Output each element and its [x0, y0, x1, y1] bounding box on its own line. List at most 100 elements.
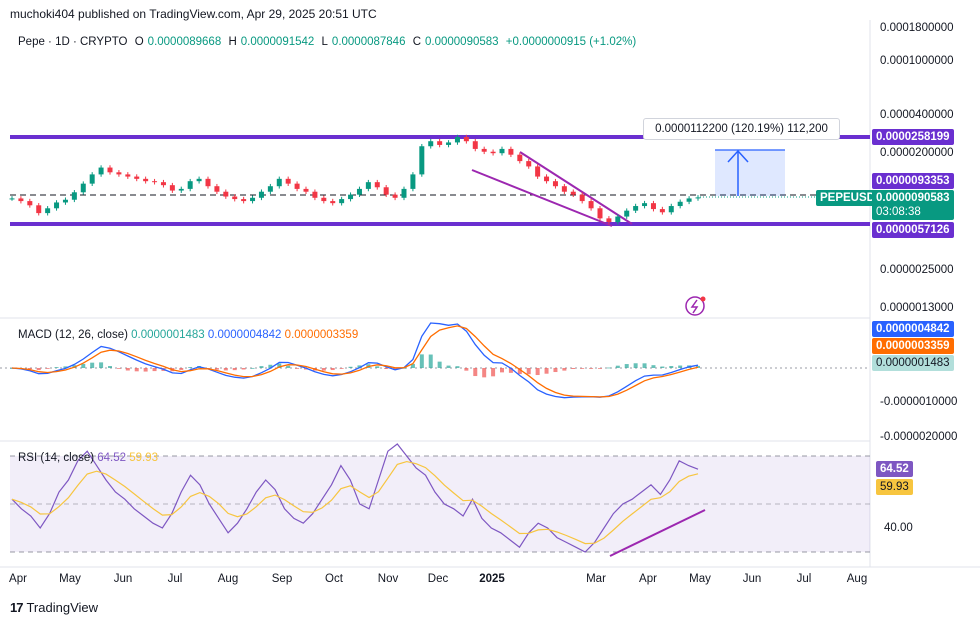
- time-tick: Aug: [847, 573, 867, 585]
- candle-body: [535, 166, 541, 177]
- macd-hist-bar: [696, 365, 700, 368]
- candle-body: [561, 186, 567, 192]
- time-axis[interactable]: Apr May Jun Jul Aug Sep Oct Nov Dec 2025 Mar Apr May…: [9, 573, 867, 585]
- macd-hist-bar: [606, 367, 611, 369]
- candle-body: [276, 178, 282, 187]
- candle-body: [107, 167, 113, 173]
- candle-body: [463, 137, 469, 142]
- macd-hist-bar: [651, 365, 656, 368]
- candle-body: [9, 198, 15, 200]
- price-tick: 0.0000013000: [880, 302, 954, 314]
- macd-hist-bar: [250, 367, 255, 369]
- macd-hist-bar: [81, 363, 86, 368]
- macd-hist-bar: [179, 368, 184, 370]
- rsi-divergence-line[interactable]: [609, 509, 706, 557]
- candle-body: [517, 154, 523, 162]
- macd-hist-bar: [562, 368, 567, 371]
- macd-hist-bar: [143, 368, 148, 372]
- tradingview-logo[interactable]: 17 TradingView: [10, 600, 98, 615]
- symbol-legend: Pepe · 1D · CRYPTO O 0.0000089668 H 0.0000…: [18, 36, 640, 48]
- rsi-ma-line: [11, 460, 699, 545]
- macd-hist-bar: [535, 368, 540, 376]
- rsi-legend: RSI (14, close) 64.52 59.93: [18, 452, 158, 464]
- macd-hist-bar: [375, 366, 380, 368]
- candle-body: [169, 185, 175, 191]
- candle-body: [365, 182, 371, 189]
- close-value: 0.0000090583: [425, 36, 499, 48]
- brand-text: TradingView: [26, 600, 99, 615]
- candle-body: [125, 174, 131, 177]
- time-tick: Oct: [325, 573, 344, 585]
- macd-hist-bar: [428, 354, 433, 368]
- rsi-title[interactable]: RSI (14, close): [18, 452, 95, 464]
- projection-box[interactable]: [715, 150, 785, 196]
- candle-body: [686, 198, 692, 202]
- publisher-header: muchoki404 published on TradingView.com,…: [10, 7, 377, 21]
- macd-hist-bar: [517, 368, 522, 375]
- time-tick: Sep: [272, 573, 292, 585]
- wedge-lower-line[interactable]: [471, 169, 613, 227]
- candle-body: [250, 197, 256, 202]
- macd-hist-bar: [437, 361, 442, 368]
- low-value: 0.0000087846: [331, 36, 406, 48]
- macd-hist-bar: [624, 364, 629, 368]
- candle-body: [588, 201, 594, 209]
- signal-tag: 0.0000003359: [872, 338, 954, 354]
- macd-hist-bar: [116, 368, 121, 369]
- alert-icon[interactable]: [685, 296, 705, 316]
- candle-body: [624, 210, 630, 217]
- macd-hist-bar: [134, 368, 139, 372]
- hist-tag: 0.0000001483: [872, 355, 954, 371]
- symbol-name[interactable]: Pepe · 1D · CRYPTO: [18, 36, 128, 48]
- candle-body: [134, 176, 140, 179]
- signal-line: [11, 325, 699, 398]
- close-label: C: [412, 36, 421, 48]
- alert-icon-bolt: [690, 299, 699, 314]
- candle-body: [499, 148, 505, 154]
- symbol-tag: PEPEUSD: [816, 190, 879, 206]
- macd-tick: -0.0000010000: [880, 396, 958, 408]
- time-tick: Nov: [378, 573, 399, 585]
- candle-body: [356, 188, 362, 195]
- macd-hist-bar: [419, 354, 424, 368]
- macd-tag: 0.0000004842: [872, 321, 954, 337]
- macd-hist-bar: [63, 366, 68, 368]
- candle-body: [437, 141, 443, 145]
- macd-hist-bar: [678, 365, 683, 368]
- macd-legend: MACD (12, 26, close) 0.0000001483 0.0000…: [18, 329, 358, 341]
- macd-hist-bar: [241, 368, 246, 370]
- candle-body: [267, 186, 273, 192]
- rsi-tick: 40.00: [884, 522, 913, 534]
- macd-hist-bar: [598, 368, 602, 369]
- rsi-ma-tag: 59.93: [876, 479, 913, 495]
- time-tick: Jul: [168, 573, 183, 585]
- macd-hist-bar: [482, 368, 487, 378]
- candle-body: [597, 208, 603, 219]
- candle-body: [428, 141, 434, 147]
- rsi-ma-value: 59.93: [129, 452, 159, 464]
- macd-hist-bar: [491, 368, 496, 377]
- candle-body: [579, 194, 585, 202]
- candle-body: [659, 209, 665, 213]
- macd-hist-bar: [188, 367, 193, 368]
- rsi-band: [10, 456, 870, 552]
- macd-hist-bar: [54, 367, 59, 368]
- low-label: L: [321, 36, 328, 48]
- candle-body: [419, 146, 425, 175]
- level-price-tag: 0.0000093353: [872, 173, 954, 189]
- macd-hist-bar: [464, 368, 469, 371]
- macd-hist-bar: [152, 368, 157, 372]
- candle-body: [62, 199, 68, 203]
- price-tick: 0.0001000000: [880, 55, 954, 67]
- wedge-upper-line[interactable]: [519, 151, 633, 225]
- countdown: 03:08:38: [876, 206, 921, 218]
- candle-body: [205, 178, 211, 187]
- macd-hist-bar: [339, 368, 344, 369]
- macd-hist-bar: [473, 368, 478, 377]
- macd-hist-bar: [90, 362, 95, 368]
- macd-hist-bar: [526, 368, 531, 375]
- macd-value: 0.0000004842: [207, 329, 282, 341]
- time-tick: May: [689, 573, 711, 585]
- macd-title[interactable]: MACD (12, 26, close): [18, 329, 128, 341]
